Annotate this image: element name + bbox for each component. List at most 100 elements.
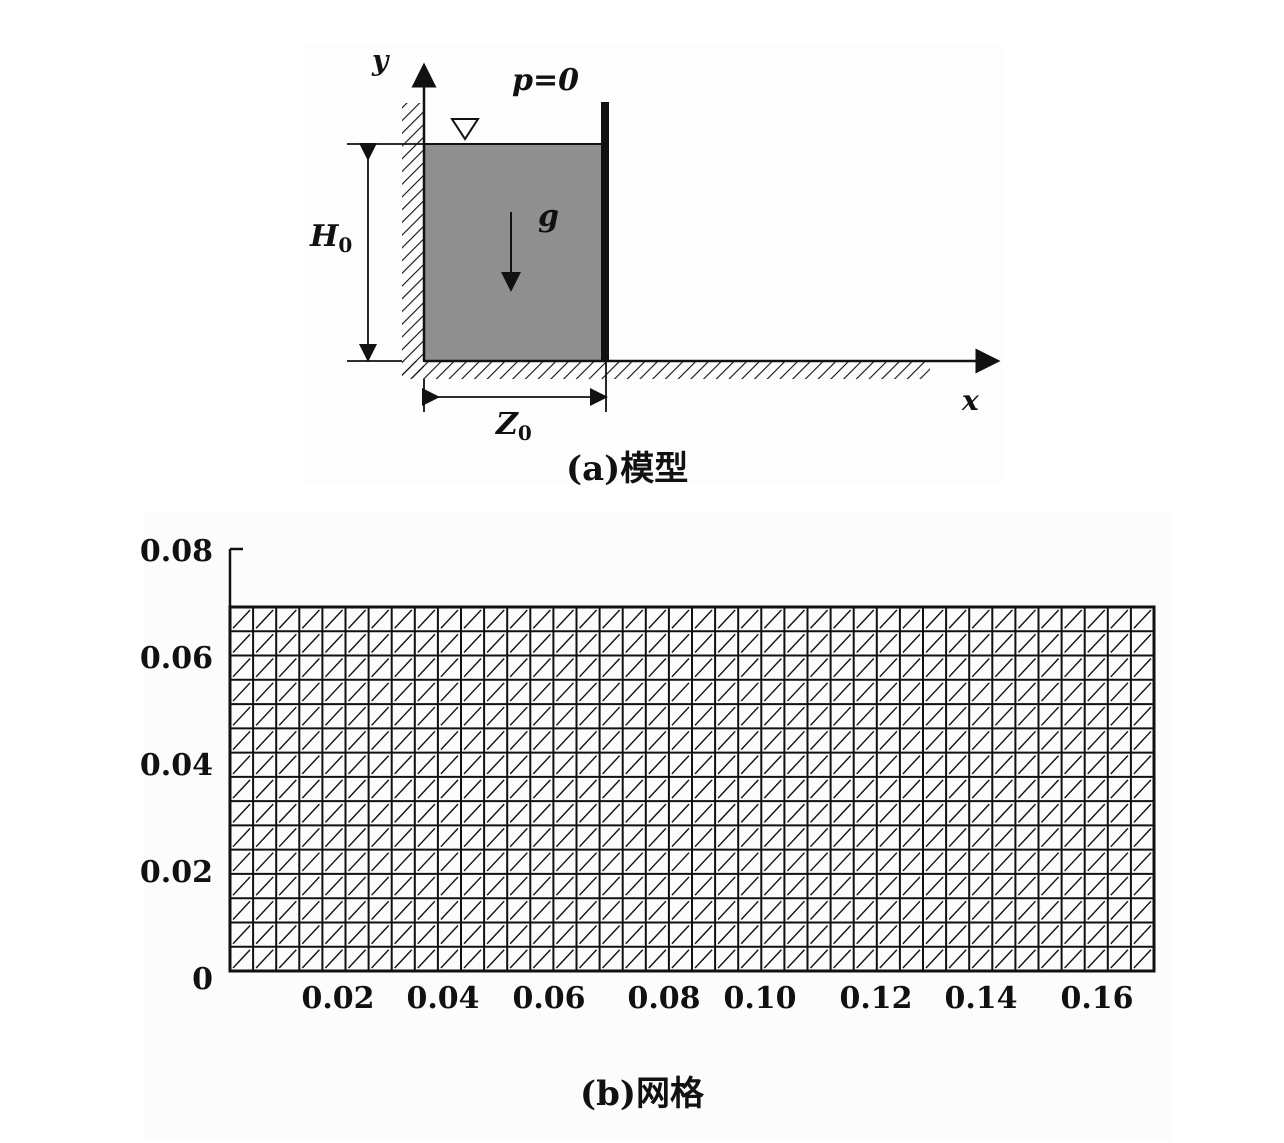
mesh-diagonal [902, 827, 921, 848]
mesh-diagonal [602, 706, 621, 726]
mesh-diagonal [671, 730, 690, 751]
mesh-diagonal [948, 682, 967, 702]
mesh-diagonal [486, 779, 505, 799]
mesh-diagonal [602, 658, 621, 678]
mesh-diagonal [740, 900, 759, 920]
mesh-diagonal [255, 949, 274, 969]
mesh-diagonal [486, 658, 505, 678]
mesh-diagonal [301, 706, 320, 726]
mesh-diagonal [1017, 633, 1037, 654]
mesh-diagonal [902, 755, 921, 775]
mesh-diagonal [486, 924, 505, 945]
mesh-diagonal [671, 682, 690, 702]
mesh-diagonal [809, 949, 829, 969]
mesh-diagonal [347, 706, 367, 726]
mesh-diagonal [625, 876, 644, 896]
mesh-diagonal [809, 609, 829, 629]
mesh-diagonal [1133, 633, 1152, 654]
mesh-diagonal [324, 779, 344, 799]
mesh-diagonal [578, 658, 598, 678]
mesh-diagonal [578, 779, 598, 799]
mesh-diagonal [1110, 900, 1129, 920]
mesh-diagonal [763, 949, 782, 969]
mesh-diagonal [740, 924, 759, 945]
mesh-diagonal [625, 803, 644, 823]
mesh-diagonal [925, 900, 944, 920]
mesh-diagonal [925, 682, 944, 702]
mesh-diagonal [994, 924, 1013, 945]
mesh-diagonal [1017, 658, 1037, 678]
mesh-diagonal [648, 779, 667, 799]
mesh-diagonal [786, 658, 806, 678]
mesh-diagonal [301, 803, 320, 823]
mesh-diagonal [740, 949, 759, 969]
mesh-diagonal [301, 827, 320, 848]
mesh-diagonal [948, 609, 967, 629]
mesh-diagonal [417, 827, 436, 848]
mesh-diagonal [971, 706, 990, 726]
mesh-diagonal [1017, 682, 1037, 702]
mesh-diagonal [555, 852, 575, 872]
mesh-diagonal [347, 633, 367, 654]
mesh-diagonal [1064, 658, 1083, 678]
mesh-diagonal [925, 876, 944, 896]
mesh-diagonal [602, 803, 621, 823]
mesh-diagonal [1017, 924, 1037, 945]
gate-wall [601, 102, 609, 361]
mesh-diagonal [671, 827, 690, 848]
mesh-diagonal [1040, 803, 1060, 823]
mesh-diagonal [417, 900, 436, 920]
mesh-diagonal [555, 900, 575, 920]
mesh-diagonal [1133, 609, 1152, 629]
mesh-diagonal [1040, 609, 1060, 629]
mesh-diagonal [324, 658, 344, 678]
mesh-diagonal [278, 803, 297, 823]
mesh-diagonal [1110, 730, 1129, 751]
mesh-diagonal [509, 803, 528, 823]
mesh-diagonal [740, 852, 759, 872]
mesh-diagonal [1110, 949, 1129, 969]
mesh-diagonal [1087, 633, 1106, 654]
mesh-diagonal [486, 682, 505, 702]
panel-a-model: y x p=0 g H0 Z0 [309, 44, 1001, 445]
mesh-diagonal [879, 924, 898, 945]
mesh-diagonal [809, 852, 829, 872]
mesh-diagonal [463, 609, 482, 629]
mesh-diagonal [971, 730, 990, 751]
mesh-diagonal [648, 900, 667, 920]
mesh-diagonal [971, 924, 990, 945]
mesh-diagonal [1087, 682, 1106, 702]
mesh-diagonal [486, 706, 505, 726]
mesh-diagonal [717, 924, 736, 945]
mesh-diagonal [301, 779, 320, 799]
mesh-diagonal [833, 852, 852, 872]
mesh-diagonal [440, 949, 459, 969]
mesh-diagonal [763, 609, 782, 629]
mesh-diagonal [671, 706, 690, 726]
mesh-diagonal [324, 900, 344, 920]
y-tick-label: 0.02 [140, 855, 213, 890]
mesh-diagonal [255, 609, 274, 629]
mesh-diagonal [278, 658, 297, 678]
mesh-diagonal [255, 658, 274, 678]
mesh-diagonal [602, 924, 621, 945]
mesh-diagonal [925, 827, 944, 848]
mesh-diagonal [856, 730, 875, 751]
mesh-diagonal [371, 779, 390, 799]
mesh-diagonal [555, 730, 575, 751]
mesh-diagonal [740, 658, 759, 678]
mesh-diagonal [463, 852, 482, 872]
mesh-diagonal [994, 682, 1013, 702]
mesh-diagonal [994, 706, 1013, 726]
mesh-diagonal [809, 755, 829, 775]
mesh-diagonal [509, 827, 528, 848]
mesh-diagonal [625, 706, 644, 726]
mesh-diagonal [394, 658, 413, 678]
mesh-diagonal [994, 949, 1013, 969]
mesh-diagonal [809, 730, 829, 751]
mesh-diagonal [1040, 876, 1060, 896]
mesh-diagonal [1064, 706, 1083, 726]
mesh-diagonal [278, 827, 297, 848]
mesh-diagonal [324, 730, 344, 751]
mesh-diagonal [486, 633, 505, 654]
